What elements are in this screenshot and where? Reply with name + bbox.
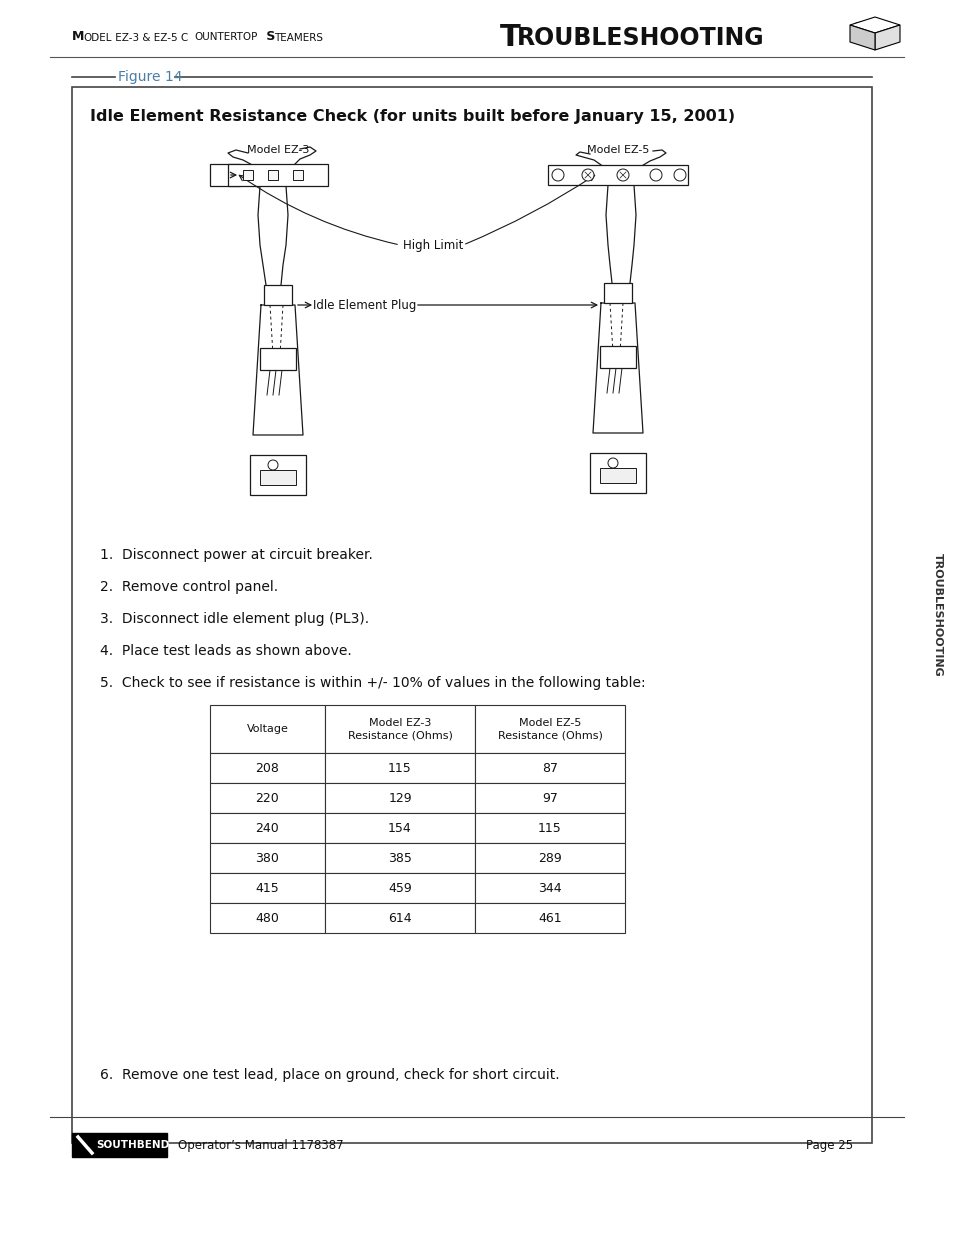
Text: 344: 344 [537, 882, 561, 894]
Bar [71, 1132, 167, 1157]
Text: Page 25: Page 25 [805, 1139, 853, 1151]
Text: 461: 461 [537, 911, 561, 925]
Text: TEAMERS: TEAMERS [274, 33, 323, 43]
Bar [475, 753, 624, 783]
Text: EZ-3 & EZ-5 C: EZ-3 & EZ-5 C [112, 33, 188, 43]
Bar [475, 903, 624, 932]
Bar [325, 903, 475, 932]
Text: 6.  Remove one test lead, place on ground, check for short circuit.: 6. Remove one test lead, place on ground… [100, 1068, 559, 1082]
Text: 2.  Remove control panel.: 2. Remove control panel. [100, 580, 278, 594]
Text: Model EZ-5: Model EZ-5 [586, 144, 648, 156]
Text: Idle Element Plug: Idle Element Plug [313, 299, 416, 311]
Bar [325, 753, 475, 783]
Bar [325, 844, 475, 873]
Bar [475, 783, 624, 813]
Text: 5.  Check to see if resistance is within +/- 10% of values in the following tabl: 5. Check to see if resistance is within … [100, 676, 645, 690]
Bar [547, 165, 687, 185]
Bar [589, 453, 645, 493]
Text: 115: 115 [537, 821, 561, 835]
Circle shape [617, 169, 628, 182]
Text: 459: 459 [388, 882, 412, 894]
Bar [210, 873, 325, 903]
Bar [293, 170, 303, 180]
Bar [475, 705, 624, 753]
Bar [475, 813, 624, 844]
Text: 97: 97 [541, 792, 558, 804]
Text: 614: 614 [388, 911, 412, 925]
Bar [210, 813, 325, 844]
Bar [325, 873, 475, 903]
Bar [599, 346, 636, 368]
Text: High Limit: High Limit [402, 238, 463, 252]
Text: ODEL: ODEL [83, 33, 112, 43]
Text: 208: 208 [255, 762, 279, 774]
Bar [243, 170, 253, 180]
Bar [250, 454, 306, 495]
Bar [210, 164, 240, 186]
Bar [325, 813, 475, 844]
Text: SOUTHBEND: SOUTHBEND [96, 1140, 169, 1150]
Text: 3.  Disconnect idle element plug (PL3).: 3. Disconnect idle element plug (PL3). [100, 613, 369, 626]
Circle shape [673, 169, 685, 182]
Circle shape [607, 458, 618, 468]
Bar [260, 348, 295, 370]
Bar [603, 283, 631, 303]
Text: 129: 129 [388, 792, 412, 804]
Text: OUNTERTOP: OUNTERTOP [193, 32, 257, 42]
Circle shape [649, 169, 661, 182]
Polygon shape [874, 25, 899, 49]
Circle shape [581, 169, 594, 182]
Bar [210, 903, 325, 932]
Text: S: S [262, 31, 275, 43]
Bar [210, 705, 325, 753]
Text: M: M [71, 31, 84, 43]
Text: T: T [499, 23, 520, 53]
Bar [325, 783, 475, 813]
Text: 220: 220 [255, 792, 279, 804]
Circle shape [268, 459, 277, 471]
Bar [325, 705, 475, 753]
Bar [264, 285, 292, 305]
Text: 240: 240 [255, 821, 279, 835]
Text: 4.  Place test leads as shown above.: 4. Place test leads as shown above. [100, 643, 352, 658]
Text: 1.  Disconnect power at circuit breaker.: 1. Disconnect power at circuit breaker. [100, 548, 373, 562]
Text: 87: 87 [541, 762, 558, 774]
Bar [210, 844, 325, 873]
Bar [210, 783, 325, 813]
Text: 415: 415 [255, 882, 279, 894]
Polygon shape [849, 25, 874, 49]
Bar [260, 471, 295, 485]
Text: 380: 380 [255, 851, 279, 864]
Text: 289: 289 [537, 851, 561, 864]
Text: ROUBLESHOOTING: ROUBLESHOOTING [517, 26, 763, 49]
Bar [599, 468, 636, 483]
Text: Model EZ-3
Resistance (Ohms): Model EZ-3 Resistance (Ohms) [347, 718, 452, 740]
Bar [475, 844, 624, 873]
Text: Operator’s Manual 1178387: Operator’s Manual 1178387 [178, 1139, 343, 1151]
Bar [475, 873, 624, 903]
Polygon shape [849, 17, 899, 33]
Bar [210, 753, 325, 783]
Text: 480: 480 [255, 911, 279, 925]
Text: Model EZ-3: Model EZ-3 [247, 144, 309, 156]
Bar [268, 170, 277, 180]
Bar [228, 164, 328, 186]
Text: Idle Element Resistance Check (for units built before January 15, 2001): Idle Element Resistance Check (for units… [90, 110, 735, 125]
Bar [71, 86, 871, 1144]
Text: 385: 385 [388, 851, 412, 864]
Text: TROUBLESHOOTING: TROUBLESHOOTING [932, 553, 942, 677]
Text: Voltage: Voltage [246, 724, 288, 734]
Text: 115: 115 [388, 762, 412, 774]
Text: Model EZ-5
Resistance (Ohms): Model EZ-5 Resistance (Ohms) [497, 718, 601, 740]
Text: Figure 14: Figure 14 [118, 70, 182, 84]
Circle shape [552, 169, 563, 182]
Text: 154: 154 [388, 821, 412, 835]
